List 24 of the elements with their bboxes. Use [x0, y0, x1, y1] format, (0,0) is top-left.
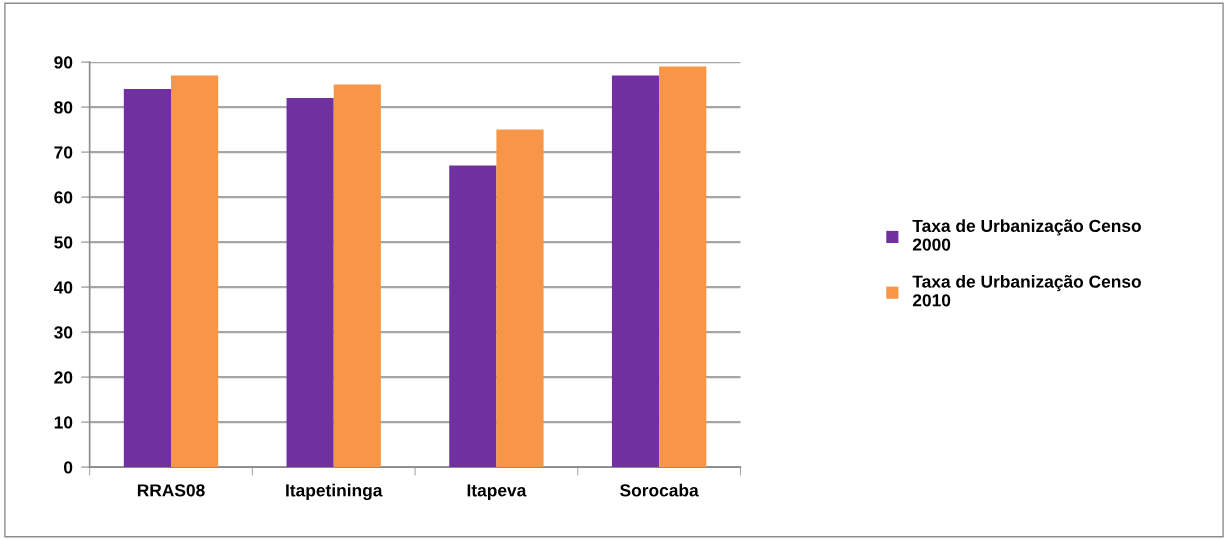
- x-tick-label: RRAS08: [137, 484, 205, 497]
- bar: [123, 89, 171, 468]
- y-tick-label: 90: [54, 56, 73, 69]
- bar: [496, 129, 544, 468]
- bar: [171, 75, 219, 468]
- legend-label: Taxa de Urbanização Censo 2010: [912, 275, 1141, 307]
- bar: [449, 165, 497, 468]
- y-tick-label: 20: [54, 371, 73, 384]
- bar: [659, 66, 707, 468]
- y-tick-label: 50: [54, 236, 73, 249]
- y-tick-label: 0: [64, 461, 73, 474]
- bar: [611, 75, 660, 468]
- bar: [286, 98, 334, 468]
- y-tick-label: 30: [54, 326, 73, 339]
- y-tick-label: 40: [53, 281, 73, 294]
- x-tick-label: Sorocaba: [620, 483, 699, 497]
- bar: [333, 84, 381, 468]
- y-tick-label: 10: [54, 416, 73, 429]
- legend-label: Taxa de Urbanização Censo 2000: [912, 219, 1141, 251]
- y-tick-label: 80: [54, 101, 73, 114]
- x-tick-label: Itapetininga: [286, 483, 383, 501]
- y-tick-label: 70: [54, 146, 73, 159]
- x-tick-label: Itapeva: [467, 484, 527, 500]
- y-tick-label: 60: [54, 191, 73, 204]
